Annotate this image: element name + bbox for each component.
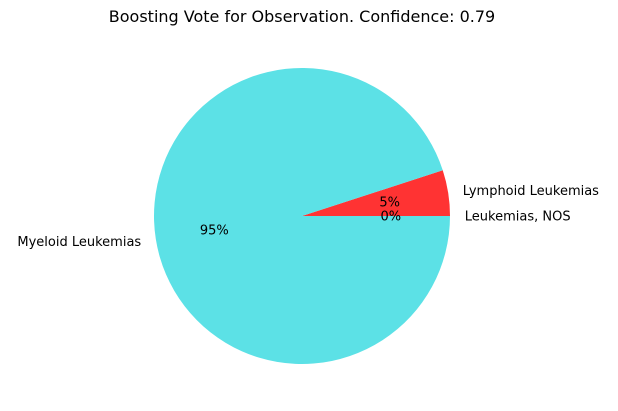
pie-slice-lymphoid-leukemias (302, 170, 450, 216)
chart-title: Boosting Vote for Observation. Confidenc… (109, 7, 495, 26)
slice-label-lymphoid-leukemias: Lymphoid Leukemias (463, 184, 599, 199)
pie-slices (154, 68, 450, 364)
slice-percent-lymphoid-leukemias: 5% (379, 196, 400, 211)
slice-label-myeloid-leukemias: Myeloid Leukemias (17, 235, 141, 250)
slice-percent-myeloid-leukemias: 95% (200, 223, 229, 238)
pie-labels: Leukemias, NOS 0% Lymphoid Leukemias 5% Myel… (17, 184, 599, 250)
slice-label-leukemias-nos: Leukemias, NOS (465, 210, 571, 225)
slice-percent-leukemias-nos: 0% (380, 210, 401, 225)
pie-slice-myeloid-leukemias (154, 68, 450, 364)
